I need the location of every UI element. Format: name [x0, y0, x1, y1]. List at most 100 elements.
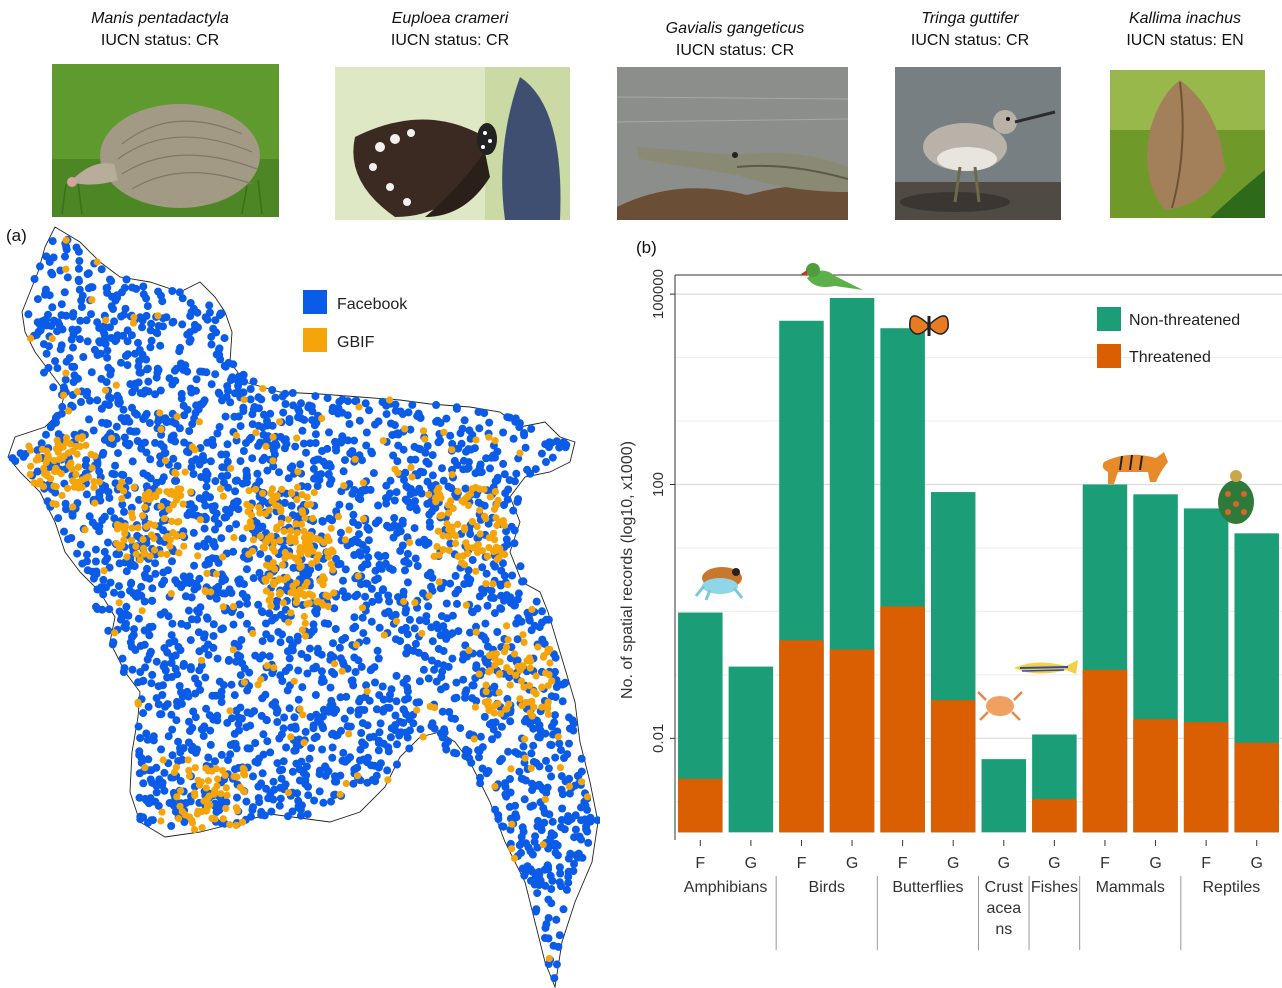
facebook-point — [233, 793, 241, 802]
facebook-point — [326, 462, 335, 471]
facebook-point — [367, 617, 376, 626]
facebook-point — [235, 714, 244, 722]
bar-threatened — [1183, 722, 1229, 833]
gbif-point — [158, 808, 166, 816]
iucn-status: IUCN status: CR — [910, 32, 1030, 49]
gbif-point — [273, 492, 281, 500]
facebook-point — [190, 561, 199, 570]
facebook-point — [496, 757, 504, 766]
facebook-point — [119, 471, 128, 480]
gbif-point — [293, 592, 301, 601]
facebook-point — [363, 560, 372, 569]
facebook-point — [301, 727, 310, 736]
gbif-point — [72, 470, 80, 478]
gbif-point — [476, 530, 484, 538]
gbif-point — [334, 513, 342, 521]
gbif-point — [329, 548, 337, 556]
facebook-point — [428, 451, 437, 460]
legend-label-threatened: Threatened — [1129, 349, 1211, 366]
gbif-point — [341, 536, 349, 544]
facebook-point — [457, 439, 466, 448]
facebook-point — [544, 615, 553, 624]
gbif-point — [191, 789, 199, 797]
gbif-point — [172, 532, 180, 540]
gbif-point — [286, 533, 294, 541]
facebook-point — [105, 401, 113, 409]
parakeet-icon — [801, 263, 863, 290]
facebook-point — [504, 747, 513, 756]
facebook-point — [444, 662, 453, 671]
facebook-point — [208, 691, 217, 700]
facebook-point — [152, 657, 161, 666]
facebook-point — [69, 343, 77, 352]
x-tick-label: F — [1100, 855, 1110, 872]
facebook-point — [388, 431, 397, 439]
group-label: Butterflies — [892, 879, 963, 896]
facebook-point — [560, 754, 568, 762]
facebook-point — [48, 237, 57, 246]
facebook-point — [311, 691, 320, 699]
gbif-point — [75, 484, 83, 492]
facebook-point — [460, 416, 469, 425]
facebook-point — [246, 395, 255, 404]
legend-label-facebook: Facebook — [337, 296, 408, 313]
facebook-point — [190, 325, 199, 334]
facebook-point — [204, 753, 213, 762]
facebook-point — [448, 654, 457, 663]
facebook-point — [400, 475, 408, 484]
gbif-point — [300, 612, 308, 621]
gbif-point — [208, 814, 216, 823]
facebook-point — [197, 725, 206, 734]
facebook-point — [285, 654, 294, 663]
facebook-point — [552, 960, 561, 969]
x-tick-label: F — [797, 855, 807, 872]
facebook-point — [144, 702, 153, 711]
facebook-point — [139, 290, 148, 299]
facebook-point — [487, 586, 496, 595]
facebook-point — [318, 745, 327, 754]
facebook-point — [535, 870, 544, 879]
facebook-point — [243, 599, 252, 608]
tiger-icon — [1102, 452, 1168, 484]
gbif-point — [443, 520, 451, 528]
gbif-point — [516, 695, 524, 703]
gbif-point — [309, 514, 317, 522]
facebook-point — [422, 617, 431, 626]
facebook-point — [299, 439, 308, 448]
gbif-point — [556, 764, 565, 772]
facebook-point — [62, 311, 71, 320]
facebook-point — [331, 731, 340, 740]
gbif-point — [245, 487, 253, 495]
gbif-point — [165, 506, 173, 514]
facebook-point — [203, 315, 212, 324]
gbif-point — [249, 536, 257, 544]
facebook-point — [476, 649, 485, 658]
gbif-point — [254, 681, 262, 689]
facebook-point — [223, 440, 232, 449]
facebook-point — [192, 386, 200, 395]
facebook-point — [115, 559, 124, 568]
facebook-point — [202, 704, 211, 713]
facebook-point — [161, 666, 170, 675]
facebook-point — [161, 702, 169, 711]
facebook-point — [423, 442, 432, 450]
facebook-point — [236, 457, 245, 466]
facebook-point — [483, 601, 492, 610]
gbif-point — [439, 532, 447, 540]
facebook-point — [278, 392, 287, 401]
facebook-point — [399, 705, 408, 714]
gbif-point — [489, 580, 497, 588]
gbif-point — [129, 319, 138, 327]
facebook-point — [428, 471, 437, 480]
gbif-point — [482, 580, 490, 588]
gbif-point — [222, 804, 230, 813]
facebook-point — [385, 597, 394, 606]
facebook-point — [432, 401, 441, 409]
facebook-point — [415, 538, 424, 547]
facebook-point — [413, 562, 422, 570]
panel-a-label: (a) — [6, 226, 27, 245]
facebook-point — [123, 337, 132, 346]
gbif-point — [139, 512, 147, 520]
species-name: Gavialis gangeticus — [665, 20, 805, 37]
